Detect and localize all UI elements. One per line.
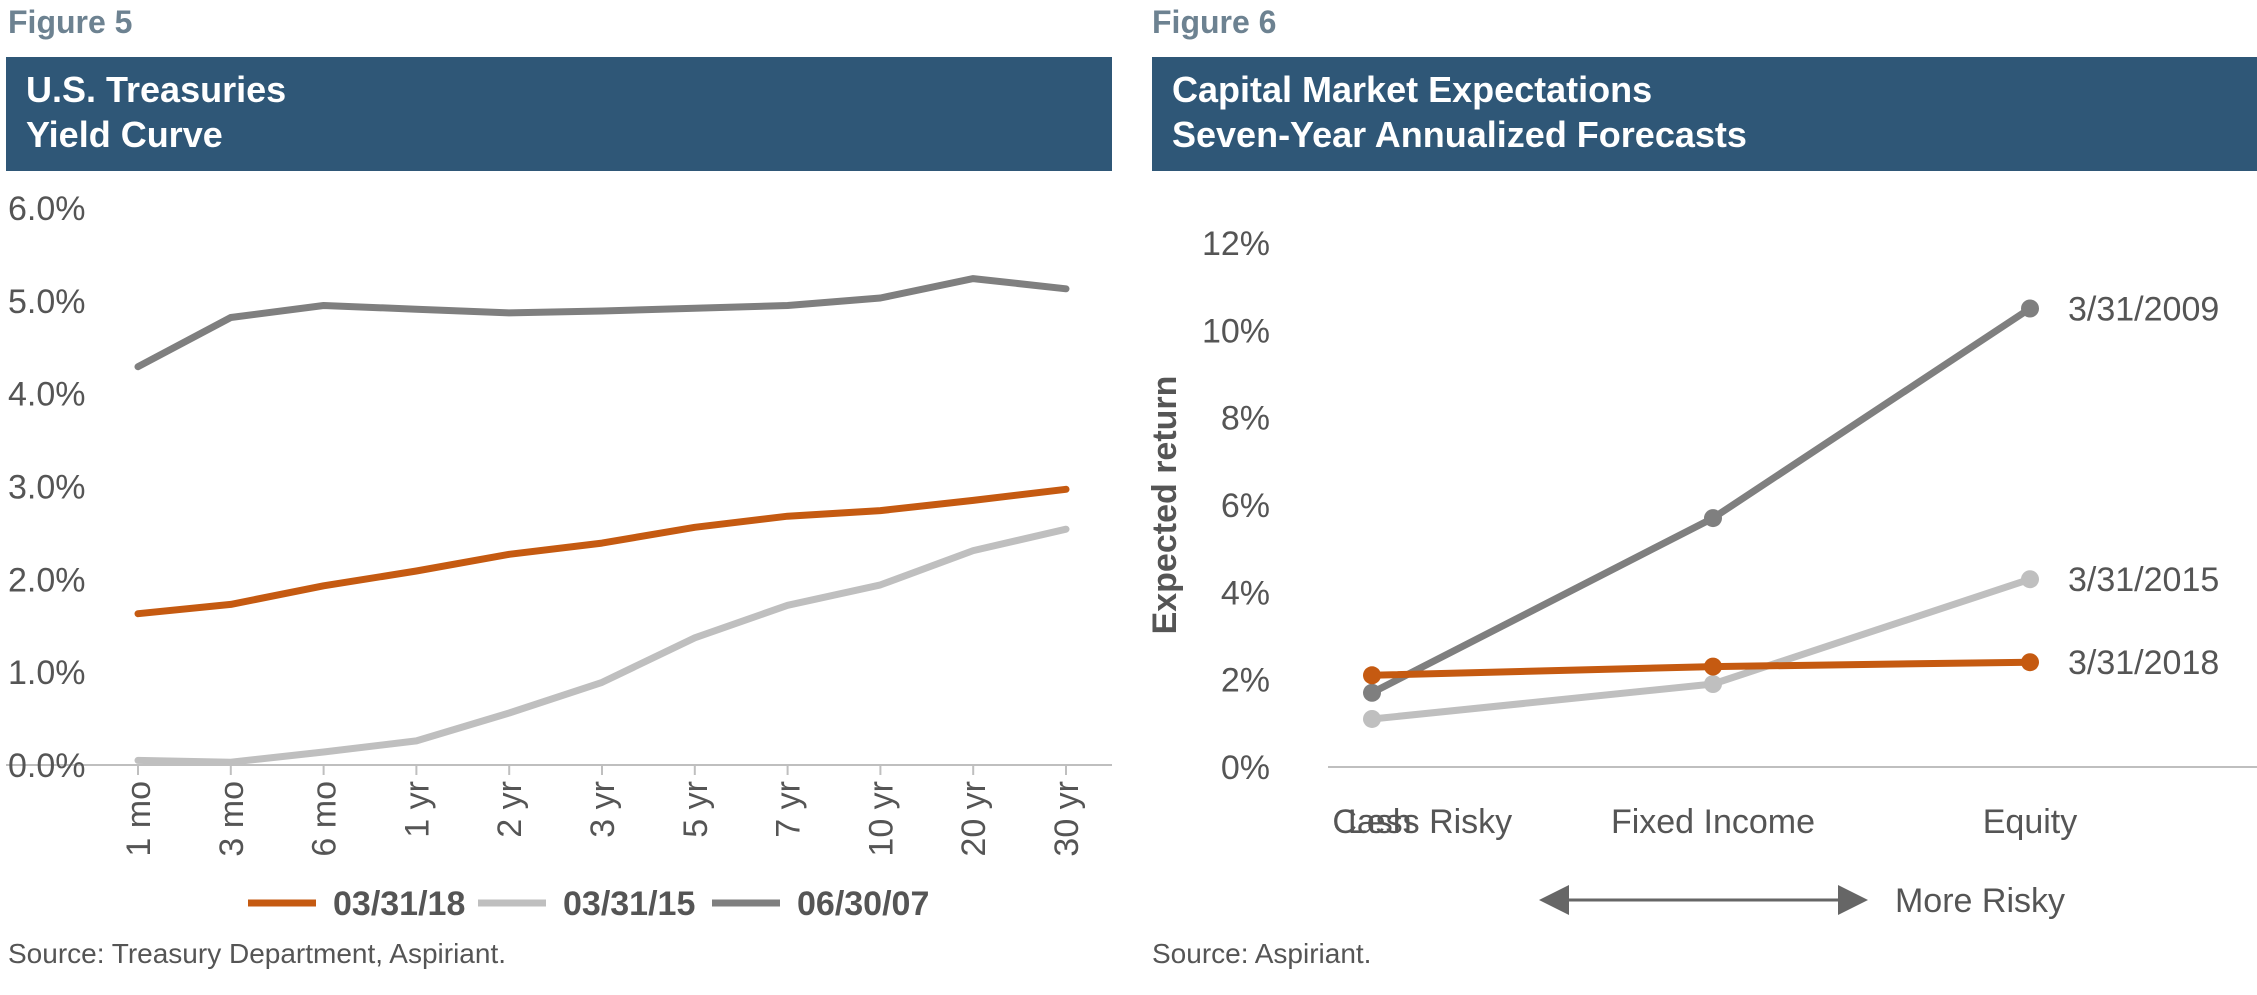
figure5-y-tick-label: 4.0%: [8, 376, 86, 414]
figure5-x-tick-label: 5 yr: [677, 781, 715, 838]
figure6-y-tick-label: 4%: [1221, 574, 1270, 612]
figure6-series-point: [2021, 570, 2039, 589]
figure6-title-line1: Capital Market Expectations: [1172, 69, 1653, 110]
figure6-series-point: [1704, 509, 1722, 528]
figure6-chart: Less Risky More Risky 0% 2% 4% 6% 8% 10% 12% Ex…: [1146, 225, 2257, 920]
figure6-label: Figure 6: [1152, 4, 1277, 40]
figure5-source: Source: Treasury Department, Aspiriant.: [8, 938, 506, 969]
figure5-x-tick-label: 3 mo: [213, 781, 251, 857]
figure5-x-tick-label: 2 yr: [491, 781, 529, 838]
figure5-y-tick-label: 1.0%: [8, 654, 86, 692]
figure5-series-line: [134, 525, 1070, 766]
figure6-series-point: [1704, 675, 1722, 694]
figure5-chart: 0.0% 1.0% 2.0% 3.0% 4.0% 5.0% 6.0% 1 mo 3 mo 6 mo…: [6, 190, 1112, 923]
figure6-series-line: [1368, 305, 2034, 697]
figure6-y-tick-label: 12%: [1202, 225, 1270, 263]
risk-right-label: More Risky: [1895, 882, 2065, 920]
figure6-series-point: [2021, 299, 2039, 318]
figure6-y-tick-label: 6%: [1221, 487, 1270, 525]
figure5-x-tick-label: 30 yr: [1048, 781, 1086, 857]
figure6-series-point: [1704, 657, 1722, 676]
figure5-y-tick-label: 2.0%: [8, 561, 86, 599]
figure6-y-tick-label: 10%: [1202, 312, 1270, 350]
figure6-series-label: 3/31/2009: [2068, 291, 2219, 329]
figure5-x-tick-label: 3 yr: [584, 781, 622, 838]
figure5-x-tick-label: 1 mo: [120, 781, 158, 857]
figure5-x-tick-label: 20 yr: [955, 781, 993, 857]
figure5-x-tick-label: 7 yr: [770, 781, 808, 838]
figure5-legend-label: 06/30/07: [797, 885, 929, 923]
figure5-y-tick-label: 6.0%: [8, 190, 86, 228]
figure6-x-tick-label: Equity: [1983, 803, 2078, 841]
figure6-y-axis-label: Expected return: [1146, 376, 1184, 635]
figure6-series-label: 3/31/2015: [2068, 561, 2219, 599]
figure5-legend-label: 03/31/15: [563, 885, 695, 923]
figure6-title-line2: Seven-Year Annualized Forecasts: [1172, 114, 1747, 155]
figure6-y-tick-label: 0%: [1221, 749, 1270, 787]
figure5-x-tick-label: 6 mo: [306, 781, 344, 857]
figure6-series-point: [2021, 653, 2039, 672]
figure5-legend-label: 03/31/18: [333, 885, 465, 923]
figure6-source: Source: Aspiriant.: [1152, 938, 1372, 969]
figure6-series-point: [1363, 666, 1381, 685]
figure6-series-line: [1368, 658, 2034, 679]
figure5-series-line: [134, 485, 1070, 618]
figure5-title-banner: U.S. Treasuries Yield Curve: [6, 57, 1112, 171]
figure6-y-tick-label: 2%: [1221, 662, 1270, 700]
figure5-label: Figure 5: [8, 4, 133, 40]
risk-left-label: Less Risky: [1348, 803, 1512, 841]
figure5-y-tick-label: 0.0%: [8, 747, 86, 785]
figure5-title-line1: U.S. Treasuries: [26, 69, 287, 110]
figure6-y-tick-label: 8%: [1221, 400, 1270, 438]
figure6-series-line: [1368, 575, 2034, 723]
figure6-title-banner: Capital Market Expectations Seven-Year A…: [1152, 57, 2257, 171]
figure5-x-tick-label: 1 yr: [398, 781, 436, 838]
figure6-series-point: [1363, 683, 1381, 702]
figure6-series-label: 3/31/2018: [2068, 644, 2219, 682]
figure6-x-tick-label: Fixed Income: [1611, 803, 1815, 841]
figure5-y-tick-label: 5.0%: [8, 283, 86, 321]
figure5-y-tick-label: 3.0%: [8, 469, 86, 507]
figure5-x-tick-label: 10 yr: [862, 781, 900, 857]
figure5-series-line: [134, 275, 1070, 371]
figure5-title-line2: Yield Curve: [26, 114, 223, 155]
figure6-series-point: [1363, 709, 1381, 728]
figure6-x-tick-label: Cash: [1332, 803, 1411, 841]
